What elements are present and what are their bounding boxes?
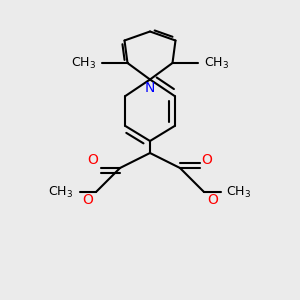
Text: CH$_3$: CH$_3$ — [71, 56, 96, 70]
Text: O: O — [202, 152, 212, 167]
Text: CH$_3$: CH$_3$ — [48, 184, 74, 200]
Text: O: O — [88, 152, 98, 167]
Text: O: O — [82, 194, 93, 208]
Text: CH$_3$: CH$_3$ — [226, 184, 252, 200]
Text: CH$_3$: CH$_3$ — [204, 56, 229, 70]
Text: O: O — [207, 194, 218, 208]
Text: N: N — [145, 81, 155, 95]
